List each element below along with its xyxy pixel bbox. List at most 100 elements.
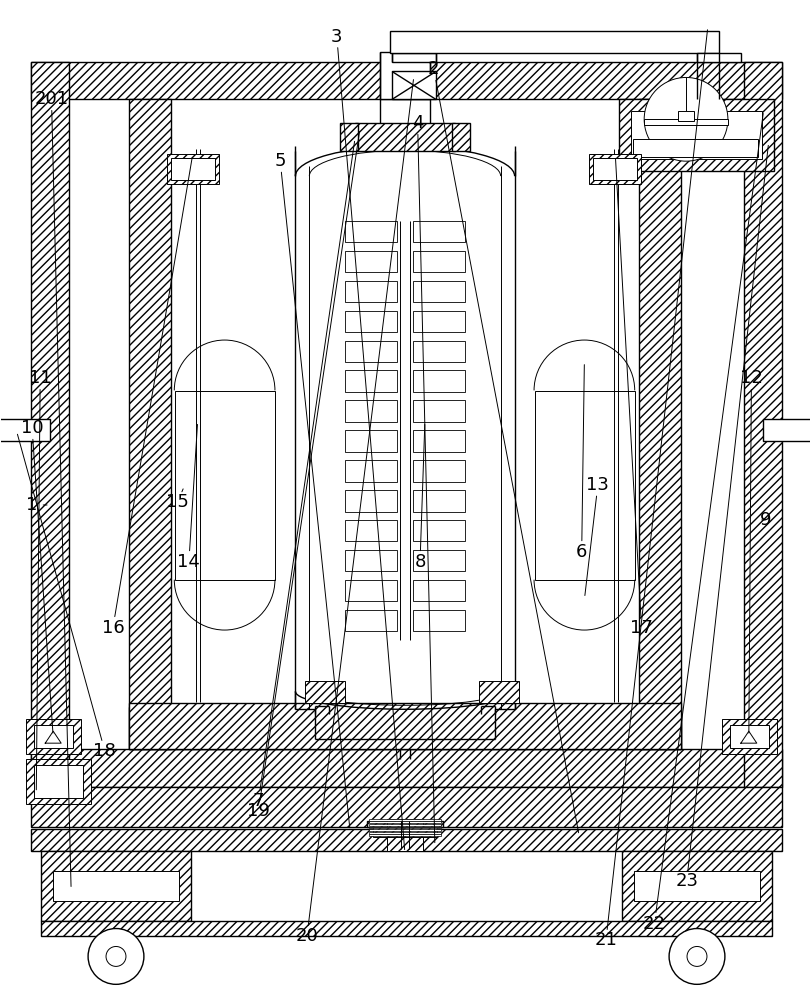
Bar: [0, 419, 50, 441]
Bar: [413, 580, 465, 601]
Text: 11: 11: [29, 369, 52, 387]
Bar: [345, 221, 397, 242]
Bar: [413, 520, 465, 541]
Bar: [622, 851, 772, 921]
Text: 18: 18: [93, 742, 116, 760]
Bar: [634, 871, 760, 901]
Bar: [390, 31, 719, 53]
Bar: [54, 871, 178, 901]
Bar: [167, 154, 219, 184]
Bar: [697, 53, 740, 62]
Bar: [594, 158, 637, 180]
Bar: [129, 707, 681, 749]
Bar: [369, 834, 441, 836]
Circle shape: [669, 929, 725, 984]
Text: 20: 20: [295, 927, 318, 945]
Text: 21: 21: [594, 931, 617, 949]
Bar: [413, 550, 465, 571]
Bar: [69, 99, 744, 749]
Bar: [345, 430, 397, 452]
Bar: [722, 719, 777, 754]
Bar: [413, 460, 465, 482]
Bar: [32, 829, 782, 851]
Text: 14: 14: [178, 553, 200, 571]
Bar: [369, 824, 441, 826]
Text: 13: 13: [586, 476, 609, 494]
Bar: [620, 99, 774, 171]
Bar: [369, 827, 441, 828]
Bar: [452, 123, 470, 151]
Text: 201: 201: [34, 90, 69, 108]
Bar: [345, 311, 397, 332]
Bar: [413, 610, 465, 631]
Bar: [413, 490, 465, 512]
Text: 12: 12: [740, 369, 763, 387]
Text: 9: 9: [759, 511, 771, 529]
Bar: [32, 62, 782, 99]
Bar: [345, 370, 397, 392]
Bar: [413, 430, 465, 452]
Text: 4: 4: [412, 114, 423, 132]
Bar: [41, 921, 772, 936]
Bar: [413, 251, 465, 272]
Bar: [534, 391, 635, 580]
Bar: [345, 341, 397, 362]
Text: 19: 19: [247, 802, 270, 820]
Bar: [367, 821, 443, 827]
Bar: [345, 550, 397, 571]
Bar: [345, 580, 397, 601]
Bar: [129, 99, 171, 749]
Circle shape: [687, 946, 707, 966]
Bar: [730, 725, 769, 748]
Bar: [32, 787, 782, 827]
Bar: [34, 765, 83, 798]
Bar: [34, 725, 73, 748]
Text: 8: 8: [414, 553, 426, 571]
Bar: [345, 251, 397, 272]
Bar: [26, 759, 91, 804]
Bar: [355, 123, 455, 151]
Bar: [345, 610, 397, 631]
Bar: [369, 821, 441, 823]
Text: 3: 3: [331, 28, 342, 46]
Bar: [41, 851, 191, 921]
Bar: [345, 490, 397, 512]
Text: 6: 6: [576, 543, 587, 561]
Bar: [639, 99, 681, 749]
Bar: [175, 391, 276, 580]
Bar: [369, 832, 441, 834]
Bar: [478, 681, 518, 703]
Circle shape: [106, 946, 126, 966]
Bar: [380, 52, 430, 99]
Bar: [341, 123, 358, 151]
Text: 10: 10: [21, 419, 44, 437]
Bar: [345, 520, 397, 541]
Text: 7: 7: [253, 792, 264, 810]
Bar: [345, 460, 397, 482]
Bar: [413, 281, 465, 302]
Bar: [744, 62, 782, 787]
Bar: [369, 819, 441, 821]
Circle shape: [88, 929, 144, 984]
Text: 22: 22: [643, 915, 666, 933]
Bar: [296, 176, 513, 709]
Bar: [32, 62, 69, 787]
Bar: [413, 311, 465, 332]
Bar: [763, 419, 811, 441]
Bar: [369, 829, 441, 831]
Bar: [32, 749, 782, 787]
Bar: [631, 111, 762, 159]
Bar: [345, 281, 397, 302]
Text: 17: 17: [630, 619, 653, 637]
Bar: [413, 221, 465, 242]
Bar: [345, 400, 397, 422]
Bar: [26, 719, 81, 754]
Bar: [392, 71, 436, 99]
Bar: [678, 111, 694, 121]
Bar: [644, 119, 728, 125]
Text: 23: 23: [676, 872, 698, 890]
Bar: [171, 158, 215, 180]
Bar: [633, 139, 757, 157]
Bar: [387, 819, 423, 851]
Text: 15: 15: [166, 493, 189, 511]
